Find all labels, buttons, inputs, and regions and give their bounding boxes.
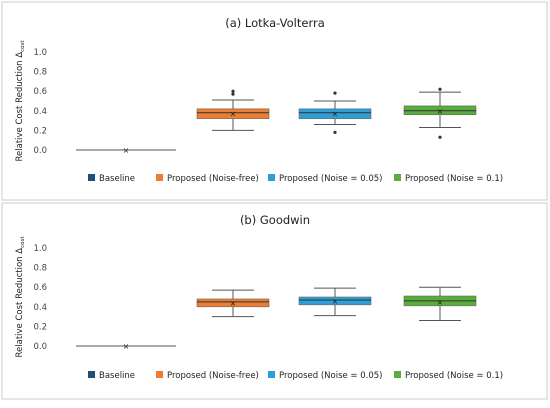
mean-marker: × xyxy=(123,146,130,155)
y-axis-label-main: Relative Cost Reduction Δ xyxy=(15,52,25,162)
legend-label: Proposed (Noise-free) xyxy=(167,174,259,184)
mean-marker: × xyxy=(437,107,444,116)
box-2: × xyxy=(298,287,372,317)
y-tick-label: 0.0 xyxy=(33,146,47,156)
legend-label: Proposed (Noise-free) xyxy=(167,371,259,381)
y-tick-label: 0.8 xyxy=(33,68,47,78)
chart-title: (a) Lotka-Volterra xyxy=(225,16,325,30)
mean-marker: × xyxy=(332,297,339,306)
legend-swatch xyxy=(268,371,275,378)
box-0: × xyxy=(76,146,176,155)
legend-swatch xyxy=(156,174,163,181)
legend-label: Proposed (Noise = 0.05) xyxy=(279,371,383,381)
mean-marker: × xyxy=(123,342,130,351)
y-axis-label-subscript: cost xyxy=(20,40,26,52)
legend-label: Baseline xyxy=(99,371,135,381)
y-tick-label: 1.0 xyxy=(33,244,47,254)
box-2: × xyxy=(298,91,372,134)
y-tick-label: 0.4 xyxy=(33,107,47,117)
panel-a: (a) Lotka-Volterra Relative Cost Reductio… xyxy=(1,1,548,201)
box-3: × xyxy=(403,87,477,139)
legend-label: Proposed (Noise = 0.05) xyxy=(279,174,383,184)
legend-label: Proposed (Noise = 0.1) xyxy=(405,174,503,184)
mean-marker: × xyxy=(437,298,444,307)
y-tick-label: 0.4 xyxy=(33,303,47,313)
panel-b: (b) Goodwin Relative Cost Reduction Δcost… xyxy=(1,202,548,400)
mean-marker: × xyxy=(230,110,237,119)
outlier-point xyxy=(231,92,235,96)
legend: Baseline Proposed (Noise-free) Proposed (N… xyxy=(88,371,503,381)
panel-border xyxy=(1,1,548,201)
mean-marker: × xyxy=(230,299,237,308)
box-0: × xyxy=(76,342,176,351)
y-tick-label: 1.0 xyxy=(33,48,47,58)
y-axis-label-main: Relative Cost Reduction Δ xyxy=(15,248,25,358)
box-3: × xyxy=(403,286,477,322)
box-1: × xyxy=(196,89,270,131)
y-tick-label: 0.2 xyxy=(33,322,47,332)
legend: Baseline Proposed (Noise-free) Proposed (N… xyxy=(88,174,503,184)
y-tick-label: 0.2 xyxy=(33,126,47,136)
box-iqr xyxy=(298,108,372,119)
legend-label: Proposed (Noise = 0.1) xyxy=(405,371,503,381)
y-tick-label: 0.6 xyxy=(33,87,47,97)
y-tick-label: 0.8 xyxy=(33,264,47,274)
legend-swatch xyxy=(156,371,163,378)
y-tick-label: 0.0 xyxy=(33,342,47,352)
y-axis-label: Relative Cost Reduction Δcost xyxy=(15,40,26,162)
y-axis-label-subscript: cost xyxy=(20,236,26,248)
mean-marker: × xyxy=(332,110,339,119)
outlier-point xyxy=(438,87,442,91)
box-iqr xyxy=(196,298,270,308)
box-iqr xyxy=(298,296,372,306)
box-iqr xyxy=(196,108,270,119)
chart-title: (b) Goodwin xyxy=(240,213,310,227)
outlier-point xyxy=(438,135,442,139)
outlier-point xyxy=(231,89,235,93)
legend-swatch xyxy=(88,174,95,181)
y-axis-label: Relative Cost Reduction Δcost xyxy=(15,236,26,358)
outlier-point xyxy=(333,91,337,95)
legend-swatch xyxy=(268,174,275,181)
legend-label: Baseline xyxy=(99,174,135,184)
legend-swatch xyxy=(394,371,401,378)
legend-swatch xyxy=(88,371,95,378)
legend-swatch xyxy=(394,174,401,181)
outlier-point xyxy=(333,130,337,134)
box-1: × xyxy=(196,289,270,318)
y-tick-label: 0.6 xyxy=(33,283,47,293)
